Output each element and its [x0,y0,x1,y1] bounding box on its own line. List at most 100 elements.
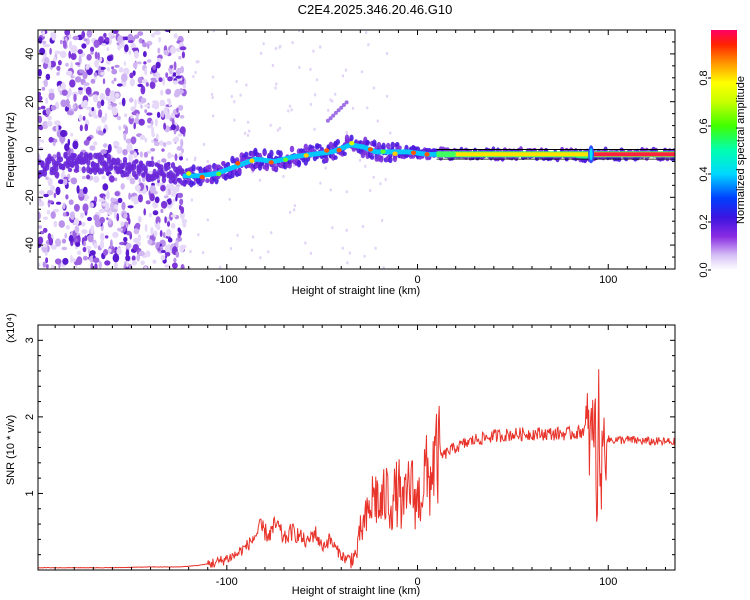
noise-blob [149,212,152,218]
noise-blob [132,244,139,251]
noise-blob [129,78,135,87]
noise-blob [105,87,111,97]
noise-blob [181,51,185,59]
y-tick-label: 40 [24,48,36,60]
noise-blob [83,241,86,247]
noise-blob [197,233,200,237]
noise-blob [156,111,161,118]
noise-blob [79,212,85,219]
noise-blob [124,125,129,135]
noise-blob [84,235,88,242]
noise-blob [86,174,91,180]
noise-blob [144,104,150,108]
noise-blob [122,149,128,156]
noise-blob [267,250,270,254]
noise-blob [123,132,127,141]
noise-blob [108,218,112,225]
noise-blob [65,194,69,200]
noise-blob [48,91,55,101]
noise-blob [82,71,88,80]
noise-blob [161,158,167,163]
ridge-band [273,165,279,172]
noise-blob [137,61,142,65]
noise-blob [144,266,148,269]
noise-blob [38,36,43,44]
noise-blob [158,77,163,83]
noise-blob [114,191,120,197]
noise-blob [128,97,134,103]
chart-title: C2E4.2025.346.20.46.G10 [298,2,453,17]
noise-blob [274,86,277,90]
y-tick-label: 20 [24,96,36,108]
noise-blob [385,94,389,98]
noise-blob [97,130,103,136]
ridge-band [134,173,139,180]
noise-blob [73,93,77,102]
noise-blob [38,190,45,195]
snr-background [38,325,675,570]
noise-blob [144,67,148,76]
noise-blob [93,141,98,146]
noise-blob [62,202,66,210]
noise-blob [291,41,294,45]
noise-blob [143,51,147,58]
noise-blob [104,260,111,266]
noise-blob [68,50,71,59]
noise-blob [68,199,74,205]
noise-blob [130,115,134,119]
noise-blob [106,55,113,62]
noise-blob [235,79,238,84]
noise-blob [55,238,62,247]
noise-blob [121,201,126,211]
noise-blob [49,60,56,68]
noise-blob [176,185,180,193]
noise-blob [42,30,45,37]
noise-blob [162,232,166,238]
noise-blob [151,33,155,38]
noise-blob [113,77,117,82]
noise-blob [172,262,178,269]
ridge-band [79,151,84,158]
noise-blob [100,99,105,107]
ridge-band [109,163,114,171]
ridge-flat-core [455,152,675,157]
noise-blob [324,166,327,170]
noise-blob [348,251,352,255]
noise-blob [365,30,368,35]
noise-blob [81,175,86,180]
noise-blob [137,233,141,242]
noise-blob [173,61,177,71]
noise-blob [93,175,100,183]
noise-blob [364,164,367,168]
ridge-band [317,144,322,148]
noise-blob [53,192,57,199]
noise-blob [167,76,173,82]
noise-blob [81,43,87,49]
noise-blob [70,45,78,54]
noise-blob [38,211,41,221]
spectrogram-y-label: Frequency (Hz) [5,112,17,188]
noise-blob [177,89,184,95]
noise-blob [101,175,106,180]
noise-blob [380,218,384,223]
noise-blob [49,47,52,55]
noise-blob [84,123,89,132]
noise-blob [61,89,68,96]
noise-blob [146,234,150,239]
noise-blob [149,193,155,202]
noise-blob [85,86,92,95]
noise-blob [160,200,168,209]
noise-blob [106,47,110,52]
snr-panel: -100 0 100 1 2 3 Height of straight line (km… [5,313,676,597]
noise-blob [384,177,387,182]
noise-blob [270,231,273,235]
y-tick-label: 2 [24,414,36,420]
ridge-band [161,173,167,179]
noise-blob [156,181,161,187]
noise-blob [159,230,163,237]
noise-blob [319,181,322,185]
noise-blob [179,156,183,161]
noise-blob [282,174,285,179]
ridge-band [205,178,210,184]
noise-blob [165,88,172,95]
